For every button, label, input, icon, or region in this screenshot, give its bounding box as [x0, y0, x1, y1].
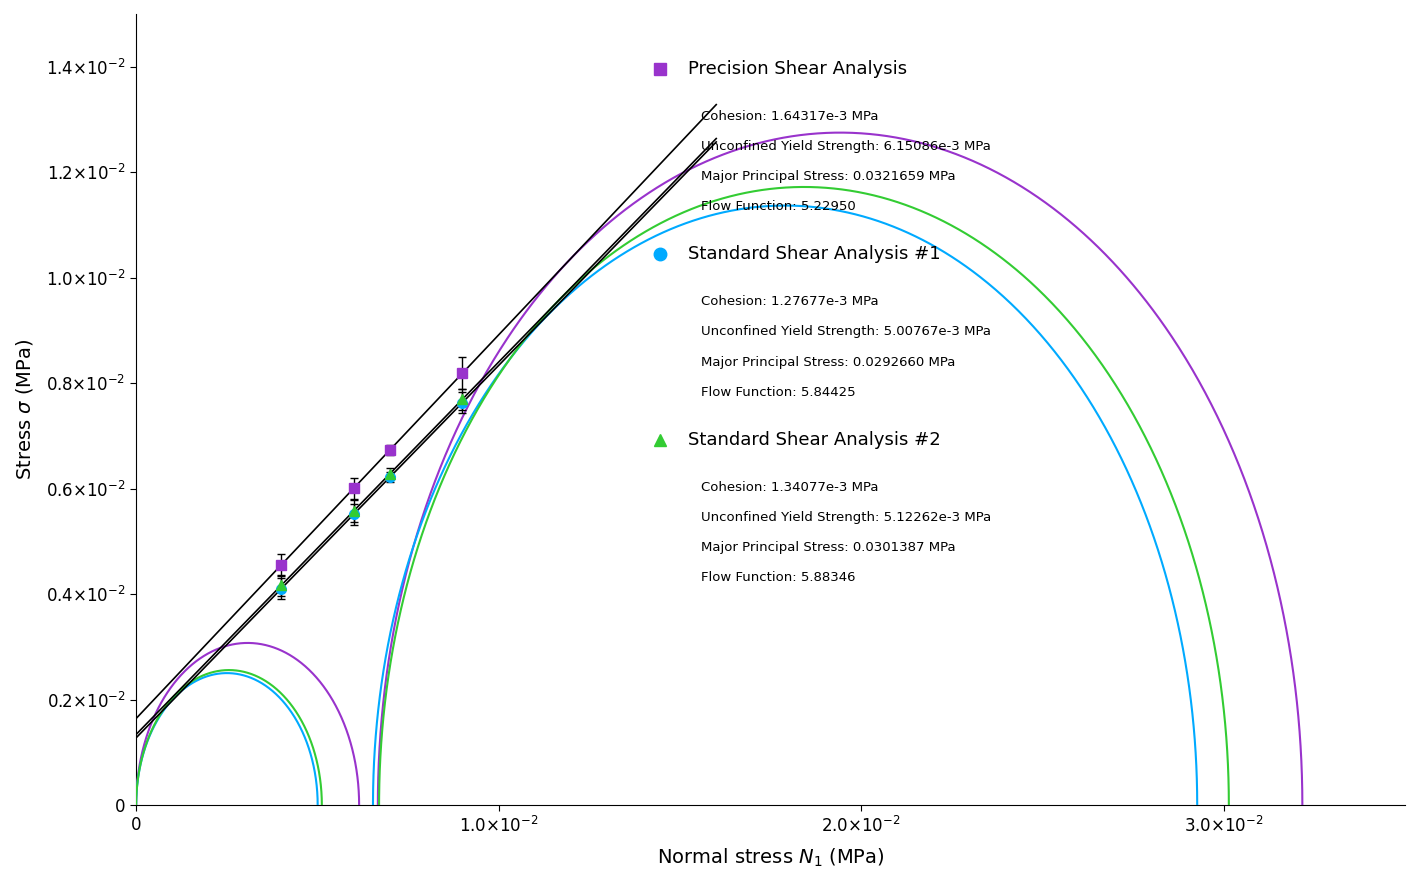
Text: Flow Function: 5.22950: Flow Function: 5.22950 [701, 200, 856, 214]
Text: Cohesion: 1.34077e-3 MPa: Cohesion: 1.34077e-3 MPa [701, 480, 878, 494]
Text: Unconfined Yield Strength: 6.15086e-3 MPa: Unconfined Yield Strength: 6.15086e-3 MP… [701, 140, 990, 154]
Text: Flow Function: 5.84425: Flow Function: 5.84425 [701, 386, 856, 398]
Text: Cohesion: 1.27677e-3 MPa: Cohesion: 1.27677e-3 MPa [701, 296, 878, 308]
Text: Flow Function: 5.88346: Flow Function: 5.88346 [701, 570, 856, 584]
X-axis label: Normal stress $N_1$ (MPa): Normal stress $N_1$ (MPa) [657, 847, 884, 869]
Text: Major Principal Stress: 0.0301387 MPa: Major Principal Stress: 0.0301387 MPa [701, 540, 955, 554]
Text: Major Principal Stress: 0.0292660 MPa: Major Principal Stress: 0.0292660 MPa [701, 356, 955, 368]
Text: Major Principal Stress: 0.0321659 MPa: Major Principal Stress: 0.0321659 MPa [701, 170, 955, 184]
Text: Unconfined Yield Strength: 5.12262e-3 MPa: Unconfined Yield Strength: 5.12262e-3 MP… [701, 510, 990, 524]
Text: Cohesion: 1.64317e-3 MPa: Cohesion: 1.64317e-3 MPa [701, 110, 878, 124]
Text: Standard Shear Analysis #1: Standard Shear Analysis #1 [688, 245, 941, 263]
Y-axis label: Stress $\sigma$ (MPa): Stress $\sigma$ (MPa) [14, 339, 35, 480]
Text: Precision Shear Analysis: Precision Shear Analysis [688, 60, 907, 79]
Text: Unconfined Yield Strength: 5.00767e-3 MPa: Unconfined Yield Strength: 5.00767e-3 MP… [701, 326, 990, 338]
Text: Standard Shear Analysis #2: Standard Shear Analysis #2 [688, 431, 941, 449]
